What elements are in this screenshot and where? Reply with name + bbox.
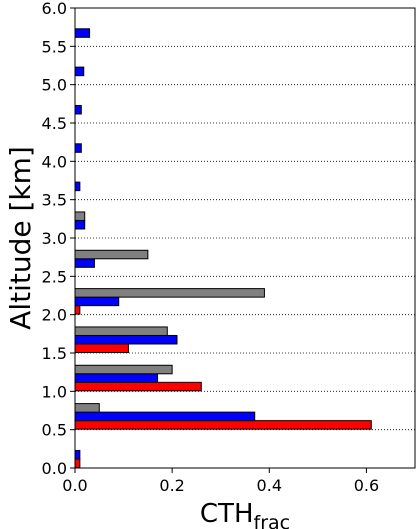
bar <box>74 381 202 392</box>
bar <box>74 458 81 468</box>
bar <box>74 143 82 153</box>
bar <box>74 373 159 383</box>
gridlines <box>75 7 415 469</box>
bar <box>74 305 81 315</box>
x-tick-label: 0.2 <box>159 476 184 495</box>
y-tick-label: 3.5 <box>42 191 67 210</box>
y-tick-label: 5.5 <box>42 37 67 56</box>
y-tick-label: 1.0 <box>42 382 67 401</box>
y-tick-label: 3.0 <box>42 229 67 248</box>
y-tick-label: 0.5 <box>42 421 67 440</box>
bar <box>74 181 81 192</box>
bar <box>74 403 100 413</box>
bars <box>74 28 372 468</box>
x-axis-label: CTHfrac <box>200 499 290 529</box>
bar <box>74 211 86 221</box>
y-axis-label: Altitude [km] <box>4 146 37 330</box>
bar <box>74 364 173 375</box>
y-tick-label: 2.0 <box>42 306 67 325</box>
bar <box>74 326 168 336</box>
bar <box>74 28 91 38</box>
bar <box>74 343 129 353</box>
y-axis-ticks: 0.0 0.5 1.0 1.5 2.0 2.5 3.0 3.5 4.0 4.5 5.0 5.5 6.0 <box>42 0 75 478</box>
bar <box>74 258 95 268</box>
x-tick-label: 0.6 <box>354 476 379 495</box>
y-tick-label: 2.5 <box>42 267 67 286</box>
y-tick-label: 1.5 <box>42 344 67 363</box>
bar <box>74 104 82 115</box>
bar <box>74 249 149 260</box>
bar <box>74 411 256 422</box>
bar <box>74 66 85 77</box>
bar <box>74 288 265 298</box>
y-tick-label: 0.0 <box>42 459 67 478</box>
bar <box>74 449 81 460</box>
x-axis-label-subscript: frac <box>254 512 291 529</box>
y-tick-label: 4.5 <box>42 114 67 133</box>
x-tick-label: 0.0 <box>62 476 87 495</box>
bar <box>74 334 178 345</box>
bar <box>74 219 86 230</box>
bar <box>74 420 372 430</box>
x-axis-ticks: 0.0 0.2 0.4 0.6 <box>62 468 379 495</box>
x-tick-label: 0.4 <box>257 476 282 495</box>
x-axis-label-main: CTH <box>200 499 254 529</box>
y-tick-label: 4.0 <box>42 152 67 171</box>
bar <box>74 296 120 307</box>
y-tick-label: 5.0 <box>42 76 67 95</box>
y-tick-label: 6.0 <box>42 0 67 18</box>
